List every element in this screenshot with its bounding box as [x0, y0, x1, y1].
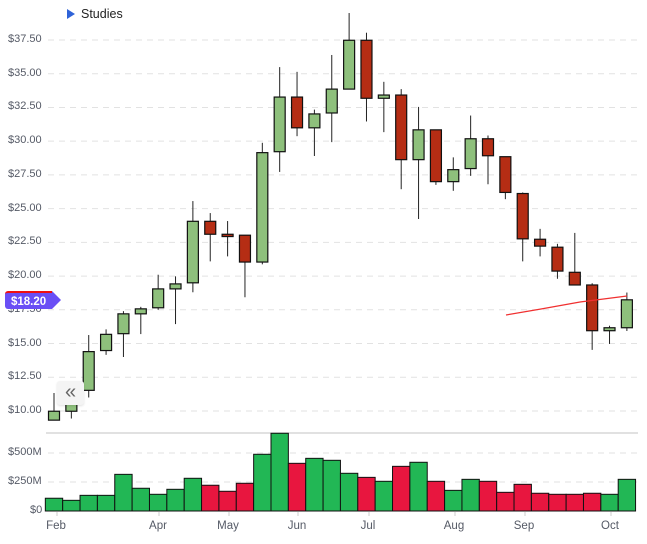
- last-price-badge: $18.20: [5, 291, 62, 309]
- candle-up: [377, 94, 390, 99]
- volume-bar: [392, 465, 411, 512]
- candle-down: [395, 94, 408, 161]
- price-tick-label: $35.00: [8, 66, 42, 79]
- volume-bar: [339, 472, 359, 512]
- candle-down: [290, 96, 304, 129]
- candle-up: [464, 138, 477, 170]
- candle-up: [412, 129, 425, 161]
- price-tick-label: $27.50: [8, 167, 42, 180]
- candle-up: [82, 351, 95, 391]
- volume-bar: [374, 480, 394, 512]
- candle-up: [99, 333, 113, 352]
- volume-bar: [478, 480, 498, 512]
- candle-down: [533, 238, 547, 247]
- volume-bar: [305, 457, 324, 512]
- candle-up: [152, 288, 165, 309]
- volume-bar: [235, 482, 255, 512]
- price-tick-label: $10.00: [8, 403, 42, 416]
- price-tick-label: $15.00: [8, 336, 42, 349]
- month-tick-label: Jul: [360, 520, 376, 532]
- volume-bar: [183, 477, 203, 512]
- candle-down: [221, 233, 234, 238]
- volume-bar: [617, 478, 637, 512]
- candle-up: [603, 327, 616, 332]
- volume-bar: [513, 483, 532, 512]
- candle-down: [481, 138, 495, 157]
- candle-up: [308, 113, 321, 129]
- candle-down: [516, 192, 529, 240]
- candle-up: [620, 299, 633, 329]
- volume-bar: [496, 491, 515, 512]
- volume-bar: [582, 492, 602, 512]
- volume-bar: [357, 476, 376, 512]
- volume-bar: [218, 490, 237, 512]
- candle-up: [47, 410, 61, 421]
- volume-bar: [530, 492, 550, 512]
- volume-bar: [253, 453, 272, 512]
- volume-bar: [96, 494, 116, 512]
- candle-up: [256, 152, 269, 263]
- volume-bar: [114, 473, 133, 512]
- studies-toggle[interactable]: Studies: [67, 7, 123, 21]
- volume-tick-label: $0: [30, 504, 43, 516]
- double-chevron-left-icon: «: [64, 381, 77, 403]
- candle-down: [238, 234, 252, 263]
- volume-bar: [148, 493, 168, 512]
- price-tick-label: $22.50: [8, 235, 42, 248]
- volume-bar: [62, 499, 81, 512]
- volume-tick-label: $500M: [8, 446, 42, 458]
- triangle-right-icon: [67, 9, 75, 19]
- volume-bar: [79, 494, 98, 512]
- candle-down: [204, 220, 217, 235]
- candle-up: [169, 283, 182, 290]
- candle-down: [499, 156, 512, 194]
- price-tick-label: $32.50: [8, 100, 42, 113]
- month-tick-label: Oct: [601, 520, 619, 532]
- candle-up: [273, 96, 286, 153]
- volume-bar: [600, 493, 619, 512]
- month-tick-label: Apr: [149, 520, 167, 532]
- volume-tick-label: $250M: [8, 475, 42, 487]
- volume-bar: [461, 478, 480, 512]
- month-tick-label: Sep: [513, 520, 535, 532]
- price-tick-label: $25.00: [8, 201, 42, 214]
- candle-down: [586, 284, 599, 332]
- candle-up: [343, 39, 356, 90]
- volume-bar: [548, 493, 567, 512]
- month-tick-label: Jun: [287, 520, 307, 532]
- month-tick-label: Aug: [443, 520, 465, 532]
- candle-up: [117, 313, 130, 335]
- volume-bar: [565, 493, 584, 512]
- month-tick-label: May: [217, 520, 239, 532]
- price-tick-label: $20.00: [8, 269, 42, 282]
- volume-bar: [166, 488, 185, 512]
- price-tick-label: $37.50: [8, 33, 42, 45]
- price-tick-label: $12.50: [8, 370, 42, 383]
- moving-average-line: [505, 295, 628, 316]
- volume-bar: [201, 484, 220, 512]
- candle-down: [429, 129, 443, 183]
- candle-up: [134, 308, 147, 315]
- volume-bar: [287, 462, 307, 512]
- volume-bar: [409, 461, 428, 512]
- volume-bar: [131, 487, 150, 512]
- candle-up: [186, 220, 199, 284]
- month-tick-label: Feb: [46, 520, 66, 532]
- candle-down: [360, 39, 373, 99]
- volume-bar: [426, 480, 446, 512]
- candle-up: [325, 88, 338, 114]
- price-tick-label: $30.00: [8, 134, 42, 147]
- scroll-back-button[interactable]: «: [57, 381, 84, 405]
- candle-down: [568, 271, 581, 286]
- volume-bar: [44, 497, 64, 512]
- candle-up: [447, 169, 460, 183]
- volume-bar: [270, 432, 289, 512]
- volume-bar: [444, 489, 463, 512]
- studies-label: Studies: [81, 7, 123, 21]
- candle-down: [551, 246, 564, 272]
- volume-bar: [322, 459, 341, 512]
